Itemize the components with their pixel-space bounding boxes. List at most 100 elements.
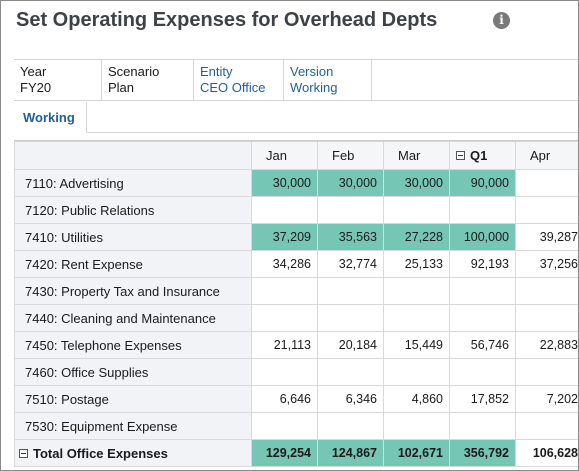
- row-header: 7120: Public Relations: [14, 196, 252, 224]
- data-cell[interactable]: 21,113: [251, 331, 318, 359]
- column-header[interactable]: Jan: [251, 141, 318, 170]
- data-cell[interactable]: 6,646: [251, 385, 318, 413]
- collapse-icon[interactable]: [19, 448, 28, 458]
- total-row-header[interactable]: Total Office Expenses: [14, 439, 252, 467]
- tab-bar: Working: [14, 102, 578, 134]
- pov-year: Year FY20: [14, 60, 102, 101]
- data-cell[interactable]: 32,774: [317, 250, 384, 278]
- data-cell[interactable]: [449, 196, 516, 224]
- row-header: 7110: Advertising: [14, 169, 252, 197]
- data-cell[interactable]: 22,883: [515, 331, 578, 359]
- data-cell[interactable]: 92,193: [449, 250, 516, 278]
- data-cell[interactable]: [383, 277, 450, 305]
- pov-entity[interactable]: Entity CEO Office: [194, 60, 284, 101]
- column-header[interactable]: Mar: [383, 141, 450, 170]
- table-row: 7450: Telephone Expenses 21,113 20,184 15,4…: [14, 331, 578, 359]
- data-cell[interactable]: [317, 304, 384, 332]
- table-row: 7460: Office Supplies: [14, 358, 578, 386]
- data-cell[interactable]: 34,286: [251, 250, 318, 278]
- data-cell[interactable]: 4,860: [383, 385, 450, 413]
- data-cell[interactable]: 15,449: [383, 331, 450, 359]
- pov-value: FY20: [20, 80, 52, 95]
- column-header-q1[interactable]: Q1: [449, 141, 516, 170]
- table-row: 7430: Property Tax and Insurance: [14, 277, 578, 305]
- data-cell[interactable]: 37,209: [251, 223, 318, 251]
- total-cell: 356,792: [449, 439, 516, 467]
- pov-value[interactable]: Working: [290, 80, 338, 95]
- tab-working[interactable]: Working: [14, 102, 87, 134]
- data-cell[interactable]: [251, 304, 318, 332]
- data-cell[interactable]: [317, 277, 384, 305]
- pov-label: Version: [290, 64, 334, 79]
- data-cell[interactable]: 6,346: [317, 385, 384, 413]
- table-row: 7420: Rent Expense 34,286 32,774 25,133 92,1…: [14, 250, 578, 278]
- total-cell: 124,867: [317, 439, 384, 467]
- data-cell[interactable]: [515, 358, 578, 386]
- collapse-icon[interactable]: [456, 151, 465, 160]
- column-header[interactable]: Apr: [515, 141, 578, 170]
- data-cell[interactable]: [515, 196, 578, 224]
- total-cell: 102,671: [383, 439, 450, 467]
- table-row: 7530: Equipment Expense: [14, 412, 578, 440]
- data-cell[interactable]: [515, 412, 578, 440]
- table-row: 7440: Cleaning and Maintenance: [14, 304, 578, 332]
- data-cell[interactable]: [251, 412, 318, 440]
- total-row: Total Office Expenses 129,254 124,867 102,6…: [14, 439, 578, 467]
- data-cell[interactable]: [317, 196, 384, 224]
- data-cell[interactable]: [383, 304, 450, 332]
- header-row: Jan Feb Mar Q1 Apr: [14, 141, 578, 170]
- data-cell[interactable]: [317, 412, 384, 440]
- row-header: 7440: Cleaning and Maintenance: [14, 304, 252, 332]
- data-cell[interactable]: 37,256: [515, 250, 578, 278]
- data-cell[interactable]: [383, 196, 450, 224]
- total-cell: 106,628: [515, 439, 578, 467]
- data-cell[interactable]: 20,184: [317, 331, 384, 359]
- data-cell[interactable]: [515, 304, 578, 332]
- data-cell[interactable]: [383, 412, 450, 440]
- data-cell[interactable]: 27,228: [383, 223, 450, 251]
- data-cell[interactable]: 30,000: [251, 169, 318, 197]
- data-cell[interactable]: [515, 277, 578, 305]
- pov-value[interactable]: CEO Office: [200, 80, 266, 95]
- column-header[interactable]: Feb: [317, 141, 384, 170]
- table-row: 7510: Postage 6,646 6,346 4,860 17,852 7,202: [14, 385, 578, 413]
- table-row: 7110: Advertising 30,000 30,000 30,000 90,00…: [14, 169, 578, 197]
- data-cell[interactable]: [449, 412, 516, 440]
- total-cell: 129,254: [251, 439, 318, 467]
- data-cell[interactable]: 90,000: [449, 169, 516, 197]
- data-cell[interactable]: 17,852: [449, 385, 516, 413]
- data-cell[interactable]: [251, 277, 318, 305]
- data-cell[interactable]: 35,563: [317, 223, 384, 251]
- row-header: 7530: Equipment Expense: [14, 412, 252, 440]
- data-cell[interactable]: [449, 277, 516, 305]
- row-header: 7450: Telephone Expenses: [14, 331, 252, 359]
- data-cell[interactable]: [449, 304, 516, 332]
- data-cell[interactable]: 56,746: [449, 331, 516, 359]
- data-cell[interactable]: 30,000: [383, 169, 450, 197]
- data-cell[interactable]: [449, 358, 516, 386]
- data-cell[interactable]: 30,000: [317, 169, 384, 197]
- data-cell[interactable]: 39,287: [515, 223, 578, 251]
- pov-scenario: Scenario Plan: [102, 60, 194, 101]
- row-header: 7410: Utilities: [14, 223, 252, 251]
- title-bar: Set Operating Expenses for Overhead Dept…: [1, 1, 578, 47]
- data-cell[interactable]: 100,000: [449, 223, 516, 251]
- data-cell[interactable]: [383, 358, 450, 386]
- info-icon[interactable]: i: [493, 12, 510, 29]
- data-cell[interactable]: 25,133: [383, 250, 450, 278]
- data-grid: Jan Feb Mar Q1 Apr 7110: Advertising 30,0…: [14, 140, 578, 467]
- data-cell[interactable]: [251, 358, 318, 386]
- page-title: Set Operating Expenses for Overhead Dept…: [16, 9, 438, 31]
- table-row: 7120: Public Relations: [14, 196, 578, 224]
- row-header: 7420: Rent Expense: [14, 250, 252, 278]
- pov-bar: Year FY20 Scenario Plan Entity CEO Offic…: [14, 59, 578, 101]
- data-cell[interactable]: [317, 358, 384, 386]
- column-header-label: Q1: [470, 148, 488, 163]
- row-header: 7460: Office Supplies: [14, 358, 252, 386]
- pov-version[interactable]: Version Working: [284, 60, 372, 101]
- data-cell[interactable]: [251, 196, 318, 224]
- data-cell[interactable]: [515, 169, 578, 197]
- total-label: Total Office Expenses: [33, 445, 168, 461]
- data-cell[interactable]: 7,202: [515, 385, 578, 413]
